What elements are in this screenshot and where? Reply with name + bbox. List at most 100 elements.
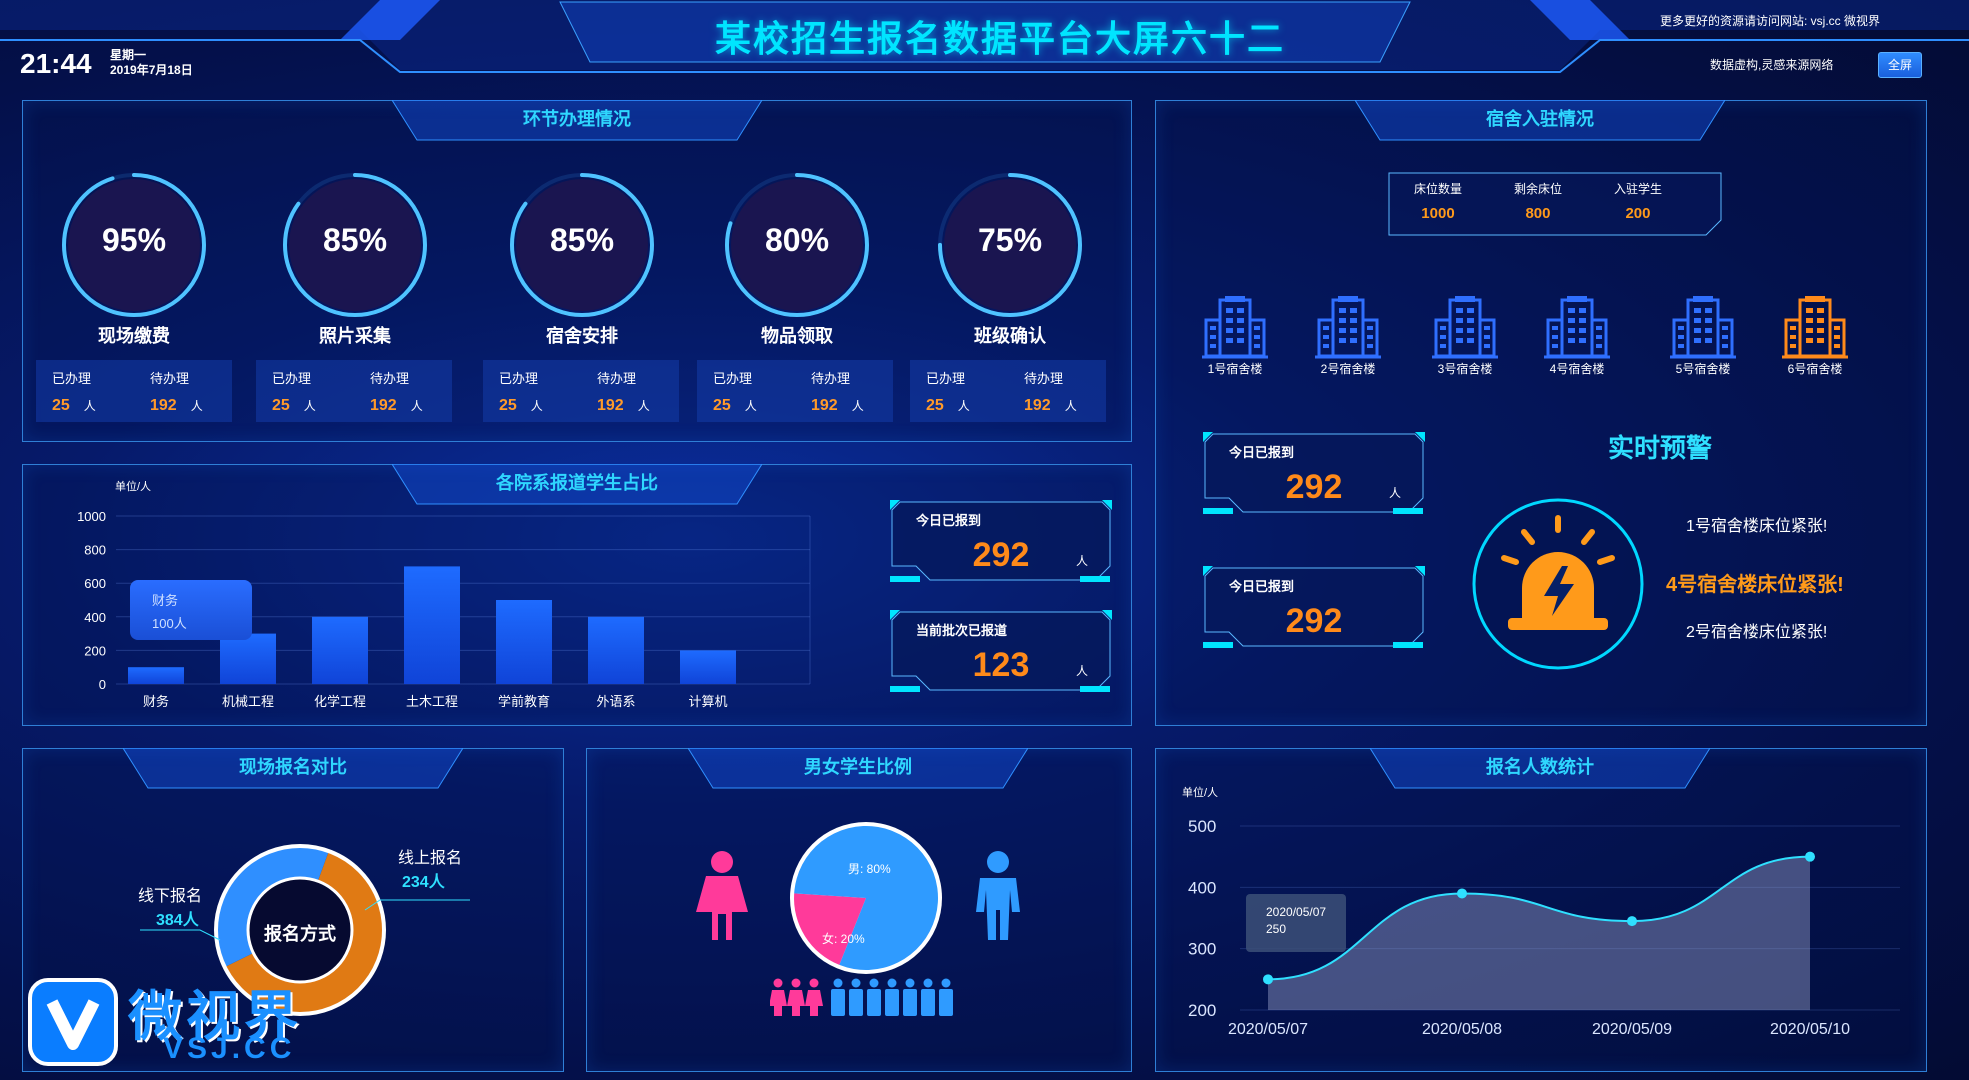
watermark: 微视界 VSJ.CC: [28, 972, 328, 1072]
alert-item: 4号宿舍楼床位紧张!: [1666, 574, 1844, 596]
building-icon: [1544, 296, 1610, 359]
gender-slice: [794, 826, 938, 970]
alert-item: 2号宿舍楼床位紧张!: [1686, 624, 1828, 641]
dorm-building-5[interactable]: 5号宿舍楼: [1658, 296, 1748, 377]
ring-stat: 已办理 25 人 待办理 192 人: [697, 360, 893, 422]
female-person-icon: [787, 978, 805, 1016]
bar-y-tick: 0: [99, 677, 106, 692]
bar-tooltip-value: 100人: [152, 616, 187, 631]
page-title: 某校招生报名数据平台大屏六十二: [714, 18, 1285, 59]
bar: [404, 566, 460, 684]
ring-label: 照片采集: [319, 326, 391, 346]
bar-x-tick: 财务: [143, 694, 169, 709]
resource-link[interactable]: 更多更好的资源请访问网站: vsj.cc 微视界: [1660, 14, 1881, 28]
wait-col: 待办理 192 人: [150, 371, 203, 414]
wait-col: 待办理 192 人: [1024, 371, 1077, 414]
fullscreen-button[interactable]: 全屏: [1878, 52, 1922, 78]
dorm-building-1[interactable]: 1号宿舍楼: [1190, 296, 1280, 377]
clock-time: 21:44: [20, 48, 92, 79]
dorm-summary-item: 入驻学生 200: [1613, 182, 1662, 222]
male-person-icon: [831, 978, 845, 1016]
dorm-panel-title: 宿舍入驻情况: [1355, 100, 1725, 141]
dorm-counter-1: 今日已报到 292 人: [1203, 432, 1425, 524]
dorm-building-2[interactable]: 2号宿舍楼: [1303, 296, 1393, 377]
female-person-icon: [805, 978, 823, 1016]
signup-panel-title: 报名人数统计: [1370, 748, 1710, 789]
ring-stat: 已办理 25 人 待办理 192 人: [36, 360, 232, 422]
ring-label: 现场缴费: [98, 326, 170, 346]
ring-percent: 85%: [549, 222, 615, 258]
male-person-icon: [903, 978, 917, 1016]
progress-ring: [510, 173, 654, 317]
area-x-tick: 2020/05/08: [1422, 1021, 1502, 1038]
online-value: 234人: [402, 874, 445, 891]
bar: [496, 600, 552, 684]
male-icon: [976, 851, 1020, 940]
done-col: 已办理 25 人: [926, 371, 970, 414]
building-label: 4号宿舍楼: [1549, 362, 1605, 376]
area-tooltip-date: 2020/05/07: [1266, 905, 1327, 919]
weekday: 星期一: [110, 48, 147, 62]
alert-title: 实时预警: [1607, 433, 1712, 463]
gender-panel-title: 男女学生比例: [688, 748, 1028, 789]
area-fill: [1268, 856, 1810, 1010]
bar-x-tick: 土木工程: [406, 694, 458, 709]
watermark-logo-text: 微视界: [128, 987, 302, 1047]
female-icon: [696, 851, 748, 940]
bar-x-tick: 学前教育: [498, 694, 550, 709]
male-person-icon: [849, 978, 863, 1016]
progress-ring: [725, 173, 869, 317]
done-col: 已办理 25 人: [713, 371, 757, 414]
ring-label: 物品领取: [761, 326, 833, 346]
dorm-building-6[interactable]: 6号宿舍楼: [1770, 296, 1860, 377]
vsj-logo-icon: [28, 978, 118, 1066]
area-point: [1457, 888, 1467, 899]
building-label: 2号宿舍楼: [1320, 362, 1376, 376]
area-x-tick: 2020/05/10: [1770, 1021, 1850, 1038]
area-line: [1267, 855, 1811, 981]
offline-label: 线下报名: [138, 888, 203, 905]
dept-panel-title: 各院系报道学生占比: [392, 464, 762, 505]
header-frame: [0, 0, 1969, 73]
bar-tooltip: 财务 100人: [130, 580, 252, 640]
building-icon: [1432, 296, 1498, 359]
ring-4: 75% 班级确认: [930, 170, 1090, 348]
female-label: 女: 20%: [822, 932, 865, 946]
bar: [588, 616, 644, 684]
wait-col: 待办理 192 人: [811, 371, 864, 414]
people-ratio-icons: [770, 978, 953, 1016]
building-label: 6号宿舍楼: [1787, 362, 1843, 376]
dorm-building-4[interactable]: 4号宿舍楼: [1532, 296, 1622, 377]
bar-y-tick: 600: [84, 576, 106, 591]
done-col: 已办理 25 人: [272, 371, 316, 414]
ring-stat: 已办理 25 人 待办理 192 人: [483, 360, 679, 422]
building-icon: [1782, 296, 1848, 359]
watermark-site: VSJ.CC: [163, 1032, 296, 1065]
female-person-icon: [770, 978, 787, 1016]
male-person-icon: [885, 978, 899, 1016]
bar-tooltip-name: 财务: [152, 593, 179, 608]
ring-3: 80% 物品领取: [717, 170, 877, 348]
area-y-unit: 单位/人: [1182, 785, 1218, 799]
gender-slice: [794, 893, 866, 965]
onsite-donut-chart: [214, 844, 386, 1016]
alert-item: 1号宿舍楼床位紧张!: [1686, 518, 1828, 535]
ring-percent: 85%: [322, 222, 388, 258]
gender-pie-chart: [790, 822, 942, 974]
progress-ring: [938, 173, 1082, 317]
bar-y-tick: 200: [84, 643, 106, 658]
bar-x-tick: 化学工程: [314, 694, 366, 709]
dorm-summary-item: 床位数量 1000: [1413, 182, 1462, 222]
building-icon: [1315, 296, 1381, 359]
date: 2019年7月18日: [110, 63, 193, 77]
ring-label: 班级确认: [974, 326, 1046, 346]
bar-y-unit: 单位/人: [115, 480, 151, 493]
building-label: 5号宿舍楼: [1675, 362, 1731, 376]
area-x-tick: 2020/05/07: [1228, 1021, 1308, 1038]
bar: [680, 650, 736, 684]
dorm-building-3[interactable]: 3号宿舍楼: [1420, 296, 1510, 377]
area-point: [1627, 916, 1637, 927]
bar-y-tick: 800: [84, 543, 106, 558]
ring-stat: 已办理 25 人 待办理 192 人: [256, 360, 452, 422]
donut-center-label: 报名方式: [264, 924, 336, 944]
